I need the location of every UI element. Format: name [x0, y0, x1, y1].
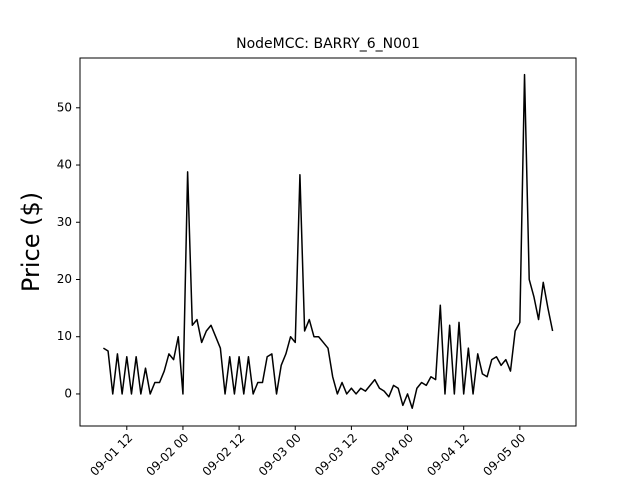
price-line: [103, 73, 554, 410]
y-tick-label: 10: [57, 329, 72, 343]
chart-title: NodeMCC: BARRY_6_N001: [236, 36, 420, 52]
y-tick-label: 30: [57, 215, 72, 229]
y-tick-label: 40: [57, 158, 72, 172]
y-tick-label: 20: [57, 272, 72, 286]
y-tick-label: 0: [64, 386, 72, 400]
plot-frame: [79, 57, 577, 427]
y-tick-label: 50: [57, 100, 72, 114]
y-axis-label: Price ($): [17, 192, 45, 292]
